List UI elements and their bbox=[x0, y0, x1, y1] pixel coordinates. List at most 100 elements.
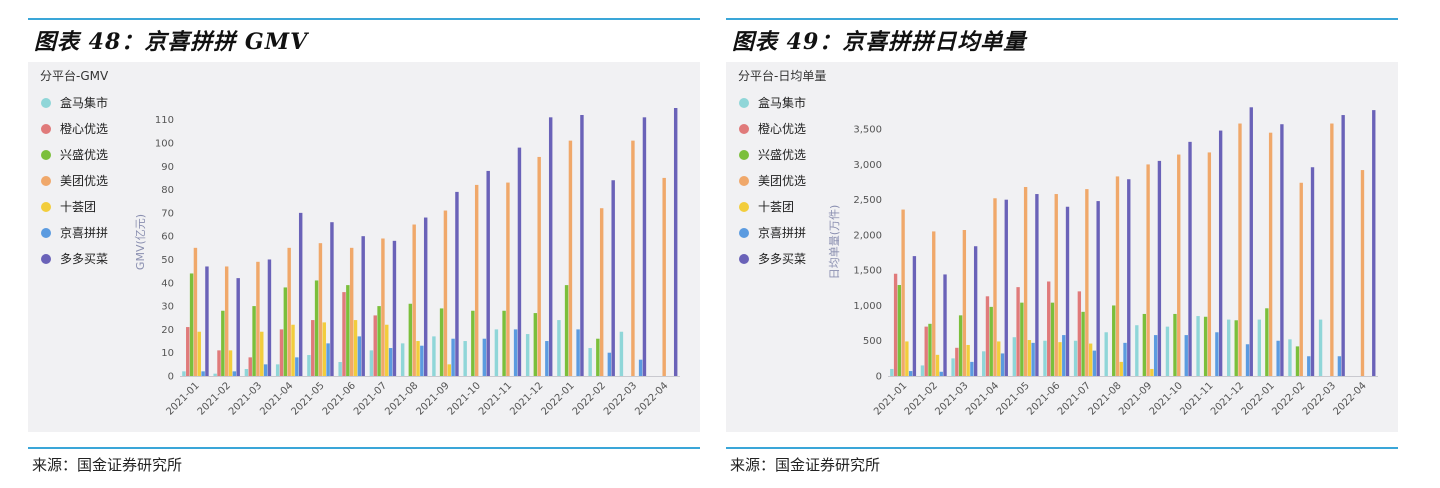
y-tick-label: 2,500 bbox=[853, 195, 882, 206]
bar-2021-02-s5 bbox=[232, 371, 237, 376]
bar-2021-07-s1 bbox=[373, 315, 377, 376]
bar-2021-07-s5 bbox=[1092, 350, 1097, 376]
bar-2021-03-s4 bbox=[966, 344, 970, 376]
legend-swatch bbox=[739, 98, 749, 108]
legend-swatch bbox=[739, 228, 749, 238]
bar-2021-05-s6 bbox=[330, 222, 334, 376]
bar-2021-02-s3 bbox=[224, 266, 229, 376]
x-tick-label: 2021-06 bbox=[321, 380, 358, 417]
bar-2021-08-s4 bbox=[416, 341, 420, 376]
top-rule bbox=[28, 18, 700, 20]
bar-2022-02-s2 bbox=[1295, 346, 1300, 376]
bar-2021-11-s6 bbox=[1218, 130, 1223, 376]
legend-label: 京喜拼拼 bbox=[60, 226, 108, 240]
bar-2021-06-s5 bbox=[357, 336, 362, 376]
legend-swatch bbox=[739, 202, 749, 212]
y-tick-label: 40 bbox=[161, 278, 174, 289]
x-tick-label: 2022-04 bbox=[1331, 380, 1368, 417]
legend-label: 盒马集市 bbox=[60, 95, 108, 110]
bar-2021-04-s2 bbox=[283, 287, 288, 376]
x-tick-label: 2021-11 bbox=[477, 380, 514, 417]
bar-2021-04-s4 bbox=[997, 341, 1001, 376]
bar-2021-11-s2 bbox=[1203, 316, 1208, 376]
bar-2021-09-s2 bbox=[439, 308, 444, 376]
y-tick-label: 500 bbox=[863, 336, 882, 347]
legend-swatch bbox=[739, 124, 749, 134]
bar-2021-09-s3 bbox=[443, 210, 448, 376]
bar-2021-01-s4 bbox=[197, 331, 201, 376]
legend-label: 兴盛优选 bbox=[60, 147, 108, 162]
bar-2022-02-s5 bbox=[1307, 356, 1311, 376]
bar-2021-12-s2 bbox=[1234, 320, 1238, 376]
bar-2022-03-s5 bbox=[638, 359, 643, 376]
bar-2022-03-s3 bbox=[1330, 123, 1334, 376]
bar-2021-05-s4 bbox=[322, 322, 326, 376]
y-tick-label: 90 bbox=[161, 162, 174, 173]
bar-2021-05-s5 bbox=[326, 343, 330, 376]
x-tick-label: 2021-08 bbox=[383, 380, 420, 417]
chart-subtitle: 分平台-GMV bbox=[40, 68, 109, 83]
bar-2021-04-s3 bbox=[993, 198, 997, 376]
bar-2021-12-s2 bbox=[533, 313, 538, 376]
bar-2022-04-s6 bbox=[1372, 110, 1376, 376]
bar-2021-02-s5 bbox=[939, 371, 943, 376]
bar-2021-03-s0 bbox=[244, 369, 249, 376]
bar-2021-09-s4 bbox=[447, 364, 451, 376]
bar-2021-06-s0 bbox=[1043, 340, 1047, 376]
bar-2021-09-s0 bbox=[432, 336, 436, 376]
bar-2021-02-s0 bbox=[920, 365, 925, 376]
bar-2022-01-s5 bbox=[1276, 340, 1280, 376]
bar-2021-05-s1 bbox=[1016, 287, 1020, 376]
y-tick-label: 0 bbox=[168, 372, 174, 383]
bar-2021-10-s2 bbox=[471, 310, 475, 376]
legend-item-2: 兴盛优选 bbox=[739, 147, 806, 162]
bar-2021-03-s3 bbox=[962, 230, 967, 376]
bar-2021-02-s6 bbox=[943, 274, 947, 376]
bar-2022-04-s3 bbox=[662, 177, 666, 376]
bar-2021-06-s6 bbox=[1065, 206, 1070, 376]
bar-2021-05-s5 bbox=[1031, 342, 1035, 376]
bar-2021-03-s6 bbox=[267, 259, 272, 376]
legend-label: 多多买菜 bbox=[758, 252, 806, 266]
bar-2021-01-s1 bbox=[893, 273, 898, 376]
bar-2021-05-s3 bbox=[318, 243, 323, 376]
y-tick-label: 60 bbox=[161, 232, 174, 243]
legend-swatch bbox=[41, 176, 51, 186]
legend-item-3: 美团优选 bbox=[41, 174, 108, 188]
chart-subtitle: 分平台-日均单量 bbox=[738, 68, 826, 83]
bar-2021-04-s0 bbox=[275, 364, 280, 376]
source-note: 来源：国金证券研究所 bbox=[32, 456, 183, 474]
y-axis-label: 日均单量(万件) bbox=[828, 205, 841, 280]
bar-2021-07-s0 bbox=[1073, 340, 1078, 376]
legend-label: 京喜拼拼 bbox=[758, 226, 806, 240]
legend-item-2: 兴盛优选 bbox=[41, 147, 108, 162]
bar-2021-01-s0 bbox=[182, 371, 186, 376]
figure-title: 图表 49：京喜拼拼日均单量 bbox=[732, 29, 1027, 55]
x-tick-label: 2021-12 bbox=[508, 380, 545, 417]
x-tick-label: 2021-09 bbox=[414, 380, 451, 417]
bar-2021-10-s6 bbox=[486, 170, 490, 376]
bar-2021-12-s0 bbox=[1227, 319, 1231, 376]
legend-item-1: 橙心优选 bbox=[41, 121, 108, 136]
y-tick-label: 3,500 bbox=[853, 125, 882, 136]
legend-item-0: 盒马集市 bbox=[739, 95, 806, 110]
y-tick-label: 110 bbox=[155, 115, 174, 126]
bar-2021-08-s2 bbox=[1112, 305, 1116, 376]
bar-2021-04-s4 bbox=[291, 324, 295, 376]
bar-2021-02-s0 bbox=[213, 373, 217, 376]
x-tick-label: 2022-02 bbox=[571, 380, 608, 417]
bar-2021-01-s4 bbox=[905, 341, 909, 376]
bar-2021-03-s5 bbox=[970, 361, 974, 376]
bar-2021-04-s3 bbox=[287, 247, 291, 376]
legend-item-4: 十荟团 bbox=[739, 200, 794, 214]
bar-2021-07-s0 bbox=[369, 350, 374, 376]
bar-2021-07-s2 bbox=[1081, 311, 1085, 376]
bar-2021-04-s6 bbox=[1004, 199, 1008, 376]
bar-2022-01-s6 bbox=[580, 114, 584, 377]
bar-2021-07-s3 bbox=[381, 238, 385, 376]
bar-2021-03-s0 bbox=[951, 358, 955, 376]
bar-2021-12-s5 bbox=[1245, 344, 1250, 376]
bar-2021-09-s6 bbox=[1157, 160, 1162, 376]
bar-2022-02-s0 bbox=[1288, 339, 1292, 376]
bar-2021-06-s3 bbox=[349, 247, 354, 376]
